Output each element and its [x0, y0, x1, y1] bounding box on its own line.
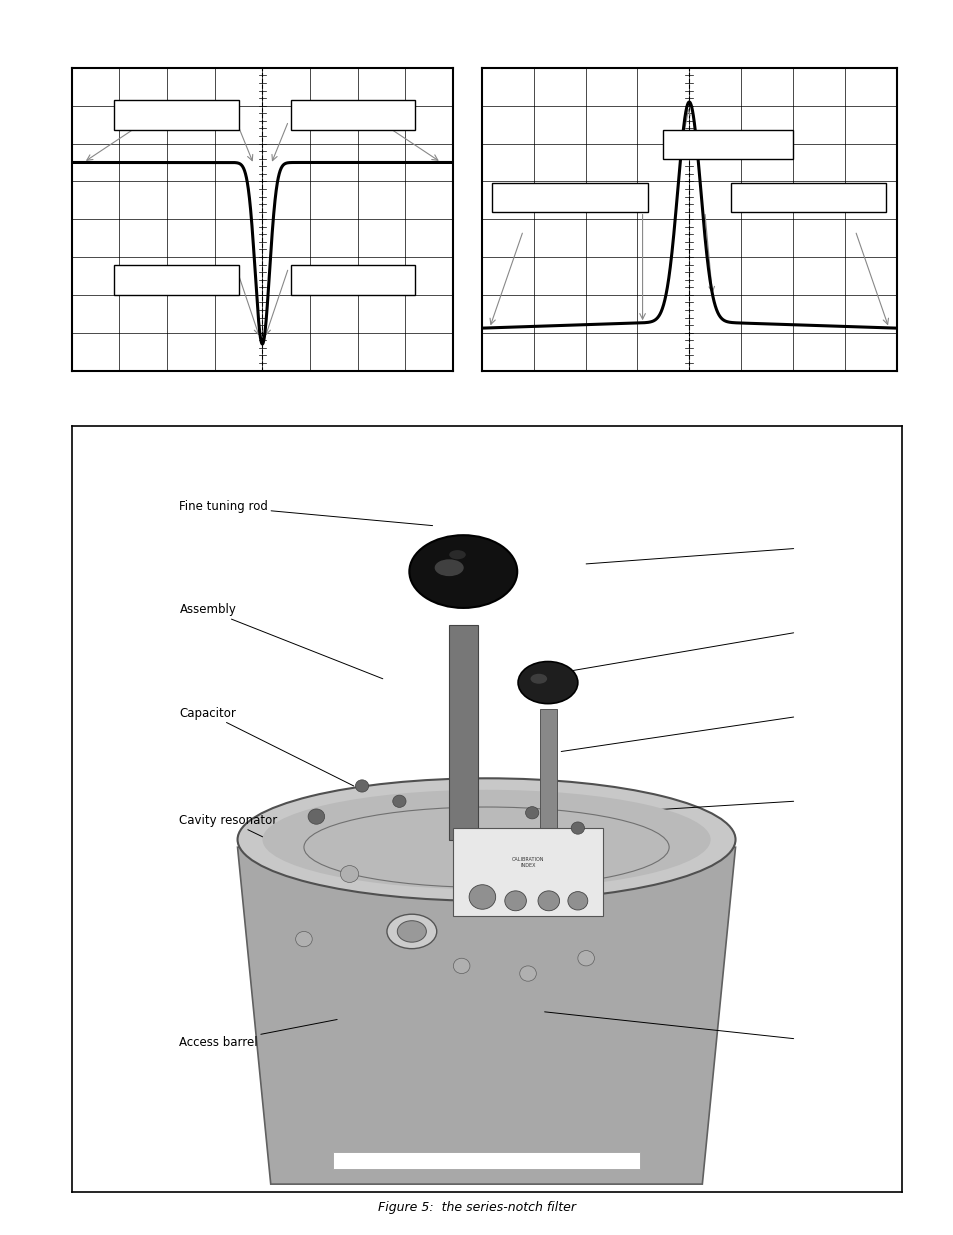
Circle shape	[537, 890, 559, 910]
Text: Cavity resonator: Cavity resonator	[179, 814, 308, 858]
Ellipse shape	[449, 550, 465, 559]
Circle shape	[567, 892, 587, 910]
Circle shape	[525, 806, 538, 819]
Circle shape	[295, 931, 312, 947]
Ellipse shape	[409, 535, 517, 608]
Text: Capacitor: Capacitor	[179, 706, 354, 785]
Ellipse shape	[262, 790, 710, 889]
Ellipse shape	[387, 914, 436, 948]
Circle shape	[571, 823, 584, 834]
Ellipse shape	[237, 778, 735, 900]
Circle shape	[469, 884, 496, 909]
Text: Fine tuning rod: Fine tuning rod	[179, 500, 432, 526]
Circle shape	[519, 966, 536, 981]
Circle shape	[578, 951, 594, 966]
Text: CALIBRATION
INDEX: CALIBRATION INDEX	[511, 857, 544, 868]
Circle shape	[355, 779, 368, 792]
Circle shape	[308, 809, 324, 824]
FancyBboxPatch shape	[730, 183, 885, 211]
FancyBboxPatch shape	[662, 131, 792, 159]
FancyBboxPatch shape	[453, 827, 602, 916]
FancyBboxPatch shape	[291, 264, 415, 295]
Ellipse shape	[396, 921, 426, 942]
FancyBboxPatch shape	[291, 100, 415, 131]
Polygon shape	[449, 625, 477, 840]
Ellipse shape	[435, 559, 463, 577]
FancyBboxPatch shape	[114, 264, 238, 295]
Circle shape	[393, 795, 406, 808]
Ellipse shape	[530, 674, 547, 684]
Polygon shape	[237, 847, 735, 1184]
Text: Access barrel: Access barrel	[179, 1020, 336, 1049]
FancyBboxPatch shape	[114, 100, 238, 131]
Ellipse shape	[517, 662, 578, 704]
Polygon shape	[539, 709, 557, 840]
FancyBboxPatch shape	[333, 1152, 639, 1168]
FancyBboxPatch shape	[492, 183, 647, 211]
Circle shape	[453, 958, 470, 973]
Text: Figure 5:  the series-notch filter: Figure 5: the series-notch filter	[377, 1202, 576, 1214]
Text: Assembly: Assembly	[179, 604, 382, 679]
Circle shape	[504, 890, 526, 910]
Circle shape	[340, 866, 358, 883]
